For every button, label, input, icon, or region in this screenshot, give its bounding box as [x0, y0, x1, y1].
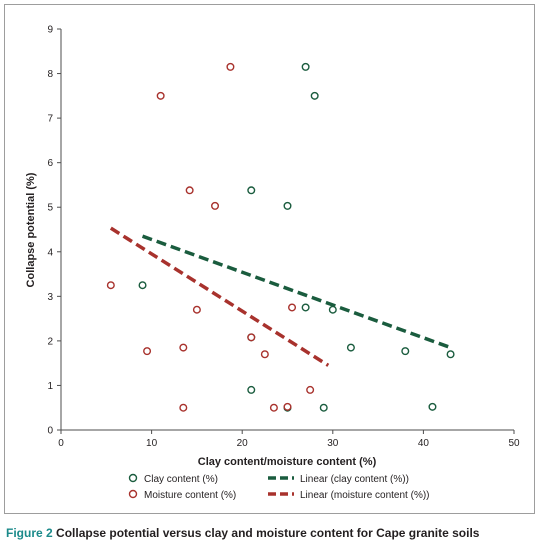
- x-axis-label: Clay content/moisture content (%): [198, 456, 377, 468]
- caption-label: Figure 2: [6, 526, 53, 540]
- x-tick-label: 50: [508, 438, 520, 449]
- data-point: [269, 403, 278, 412]
- data-point: [192, 305, 201, 314]
- chart-frame: [4, 4, 535, 514]
- axes: 0 10 20 30 40 50 0 1 2 3 4 5 6 7 8 9: [47, 25, 520, 450]
- data-point: [106, 281, 115, 290]
- data-point: [428, 402, 437, 411]
- y-tick-label: 0: [47, 426, 53, 437]
- y-tick-label: 5: [47, 203, 53, 214]
- legend-marker: [128, 489, 138, 499]
- data-point: [143, 347, 152, 356]
- data-point: [211, 201, 220, 210]
- y-tick-label: 1: [47, 381, 53, 392]
- data-point: [179, 403, 188, 412]
- legend-label: Clay content (%): [144, 474, 218, 485]
- data-point: [288, 303, 297, 312]
- data-point: [247, 385, 256, 394]
- figure-caption: Figure 2 Collapse potential versus clay …: [6, 526, 479, 540]
- y-tick-label: 4: [47, 247, 53, 258]
- x-tick-label: 0: [58, 438, 64, 449]
- data-point: [346, 343, 355, 352]
- y-tick-label: 2: [47, 336, 53, 347]
- data-point: [401, 347, 410, 356]
- data-point: [247, 186, 256, 195]
- data-point: [301, 303, 310, 312]
- y-tick-label: 7: [47, 114, 53, 125]
- trendlines: [109, 226, 452, 367]
- data-point: [283, 201, 292, 210]
- data-point: [179, 343, 188, 352]
- legend-marker: [128, 473, 138, 483]
- trendline: [141, 234, 452, 350]
- data-point: [319, 403, 328, 412]
- legend-label: Linear (clay content (%)): [300, 474, 409, 485]
- x-tick-label: 20: [237, 438, 249, 449]
- x-tick-label: 10: [146, 438, 158, 449]
- data-point: [247, 333, 256, 342]
- data-point: [310, 91, 319, 100]
- x-tick-label: 30: [327, 438, 339, 449]
- caption-text: Collapse potential versus clay and moist…: [56, 526, 480, 540]
- trendline: [109, 226, 330, 367]
- data-point: [185, 186, 194, 195]
- y-tick-label: 6: [47, 158, 53, 169]
- legend-label: Linear (moisture content (%)): [300, 490, 430, 501]
- scatter-chart: 0 10 20 30 40 50 0 1 2 3 4 5 6 7 8 9 Clay content/moist…: [25, 25, 520, 502]
- legend-label: Moisture content (%): [144, 490, 236, 501]
- data-point: [226, 62, 235, 71]
- y-axis-label: Collapse potential (%): [25, 172, 37, 287]
- y-tick-label: 8: [47, 69, 53, 80]
- data-point: [260, 350, 269, 359]
- data-point: [446, 350, 455, 359]
- data-point: [156, 91, 165, 100]
- y-tick-label: 9: [47, 25, 53, 36]
- data-point: [328, 305, 337, 314]
- data-point: [306, 385, 315, 394]
- x-tick-label: 40: [418, 438, 430, 449]
- y-tick-label: 3: [47, 292, 53, 303]
- legend: Clay content (%) Linear (clay content (%)…: [128, 473, 430, 501]
- data-point: [283, 402, 292, 411]
- data-point: [301, 62, 310, 71]
- data-point: [138, 281, 147, 290]
- data-points: [106, 62, 455, 412]
